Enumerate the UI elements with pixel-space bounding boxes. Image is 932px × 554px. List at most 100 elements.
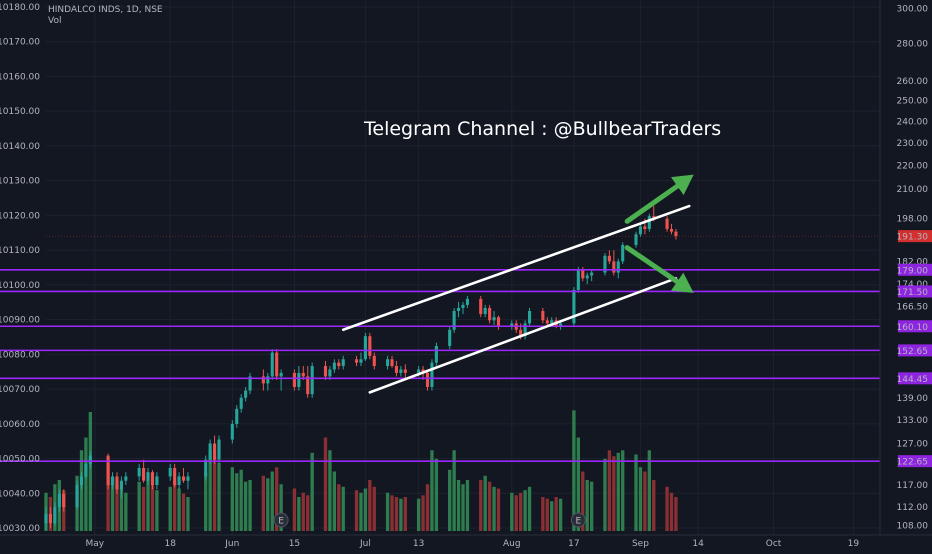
time-axis-label: 14 [692,539,704,549]
candle [577,267,580,293]
volume-bar [333,472,336,532]
volume-bar [399,499,402,531]
candle-body [395,366,398,373]
candle-body [479,299,482,314]
candle-body [173,468,176,485]
candle-body [244,391,247,398]
right-axis-label: 198.00 [897,215,929,225]
volume-bar [461,484,464,531]
volume-bar [466,480,469,531]
time-axis-label: Sep [632,539,649,549]
left-axis-label: 10050.00 [0,455,40,465]
candle-body [58,494,61,507]
candle [453,308,456,333]
volume-bar [586,480,589,531]
volume-bar [142,487,145,531]
candle-body [204,460,207,477]
volume-bar [448,470,451,531]
candle-body [457,308,460,311]
candle-body [359,359,362,362]
level-label-text: 122.65 [897,458,929,468]
volume-bar [155,490,158,531]
left-axis-label: 10150.00 [0,107,40,117]
candle [621,242,624,264]
candle-body [84,464,87,477]
volume-bar [457,480,460,531]
volume-bar [612,456,615,531]
candle-body [262,376,265,383]
candle-body [386,359,389,366]
candle-body [643,226,646,229]
candle-body [213,444,216,460]
volume-bar [515,495,518,531]
candle-body [484,308,487,314]
right-axis-label: 260.00 [897,77,929,87]
candle-body [333,363,336,370]
candle [448,327,451,350]
volume-bar [293,489,296,532]
candle-body [80,476,83,485]
level-label-text: 152.65 [897,347,929,357]
candle-body [390,359,393,366]
volume-bar [186,497,189,531]
volume-bar [169,487,172,531]
volume-bar [306,495,309,531]
earnings-marker: E [571,513,585,527]
candle-body [235,409,238,424]
volume-bar [324,438,327,532]
volume-bar [124,493,127,531]
candle [368,333,371,359]
candle [572,287,575,327]
level-price-label: 160.10 [897,320,932,333]
earnings-label: E [575,517,581,527]
volume-bar [244,482,247,531]
left-axis-label: 10040.00 [0,489,40,499]
right-axis-label: 300.00 [897,4,929,14]
candle-body [231,424,234,440]
candle-body [399,369,402,372]
volume-bar [603,459,606,531]
volume-bar [590,482,593,531]
earnings-marker: E [274,513,288,527]
candle-body [426,373,429,387]
volume-bar [262,476,265,531]
candle [479,296,482,317]
volume-bar [146,480,149,531]
candle-body [674,232,677,236]
candle-body [608,256,611,262]
volume-bar [248,480,251,531]
volume-bar [426,484,429,531]
candle-body [62,494,65,507]
symbol-title: HINDALCO INDS, 1D, NSE [48,5,163,16]
level-price-label: 144.45 [897,372,932,385]
volume-bar [404,497,407,531]
time-axis-label: 18 [164,539,176,549]
right-axis-label: 240.00 [897,117,929,127]
volume-bar [648,450,651,531]
candle-body [639,226,642,234]
candle-body [275,353,278,377]
candle-body [311,366,314,394]
level-price-label: 179.00 [897,264,932,277]
left-axis-label: 10130.00 [0,177,40,187]
candle-body [466,299,469,305]
candle-body [373,356,376,366]
volume-bar [359,493,362,531]
volume-bar [421,495,424,531]
volume-bar [665,487,668,531]
left-axis-label: 10090.00 [0,316,40,326]
candle-body [138,468,141,476]
volume-bar [559,499,562,531]
last-price-label: 191.30 [897,230,932,243]
candle-body [337,363,340,366]
candle-body [293,373,296,387]
time-axis-label: 19 [848,539,860,549]
candle [275,349,278,380]
level-price-label: 122.65 [897,455,932,468]
volume-bar [364,489,367,532]
volume-bar [231,467,234,531]
telegram-annotation: Telegram Channel : @BullbearTraders [364,118,721,140]
candle-body [111,476,114,485]
